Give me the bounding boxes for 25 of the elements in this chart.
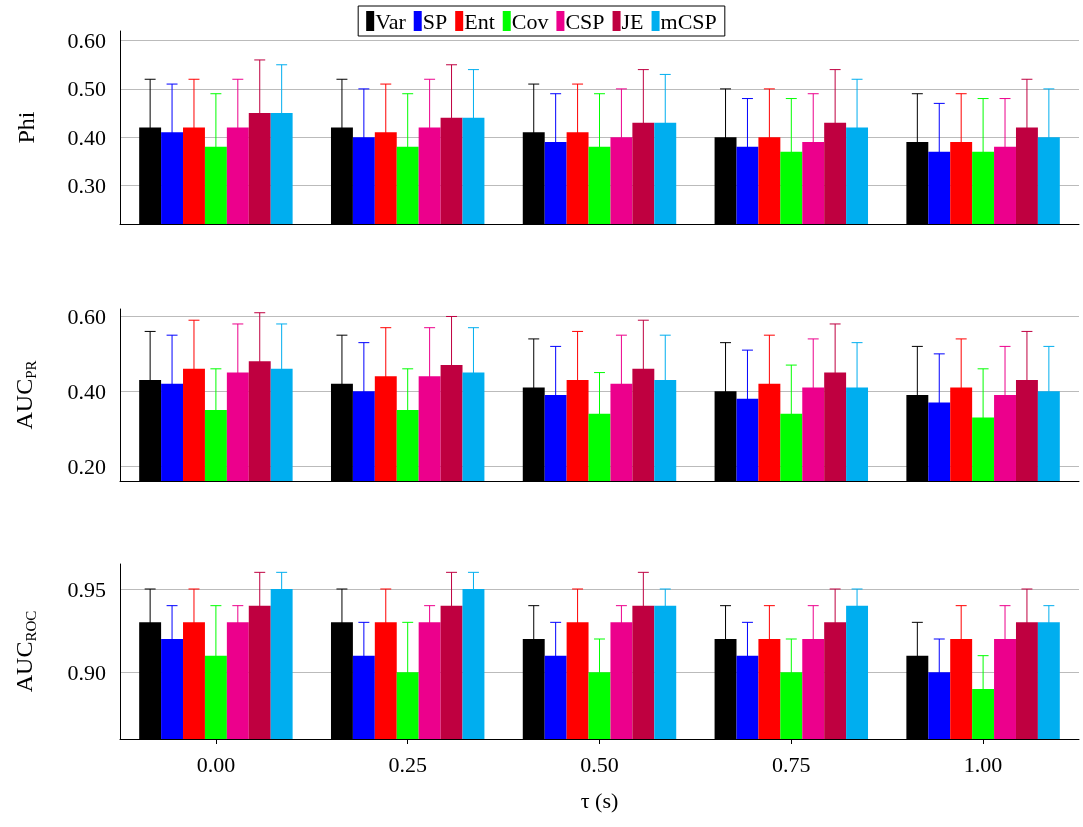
- y-tick-label: 0.40: [67, 124, 106, 150]
- legend-label: Var: [375, 8, 407, 34]
- legend-label: mCSP: [660, 8, 717, 34]
- legend-label: SP: [422, 8, 448, 34]
- y-tick-label: 0.60: [67, 28, 106, 54]
- y-axis-title: AUCROC: [10, 610, 39, 693]
- x-tick-label: 0.25: [388, 751, 427, 777]
- x-tick-label: 0.50: [580, 751, 619, 777]
- y-tick-label: 0.20: [67, 453, 106, 479]
- legend-label: CSP: [565, 8, 605, 34]
- y-tick-label: 0.40: [67, 378, 106, 404]
- y-tick-label: 0.95: [67, 576, 106, 602]
- legend-label: JE: [621, 8, 644, 34]
- y-tick-label: 0.50: [67, 76, 106, 102]
- y-axis-title: Phi: [13, 111, 39, 144]
- y-tick-label: 0.60: [67, 303, 106, 329]
- y-axis-title: AUCPR: [10, 360, 39, 430]
- x-tick-label: 0.75: [772, 751, 811, 777]
- x-tick-label: 0.00: [196, 751, 236, 777]
- legend-label: Ent: [464, 8, 495, 34]
- y-tick-label: 0.90: [67, 659, 106, 685]
- x-tick-label: 1.00: [963, 751, 1003, 777]
- y-tick-label: 0.30: [67, 172, 106, 198]
- legend-label: Cov: [511, 8, 549, 34]
- x-axis-title: τ (s): [580, 787, 619, 813]
